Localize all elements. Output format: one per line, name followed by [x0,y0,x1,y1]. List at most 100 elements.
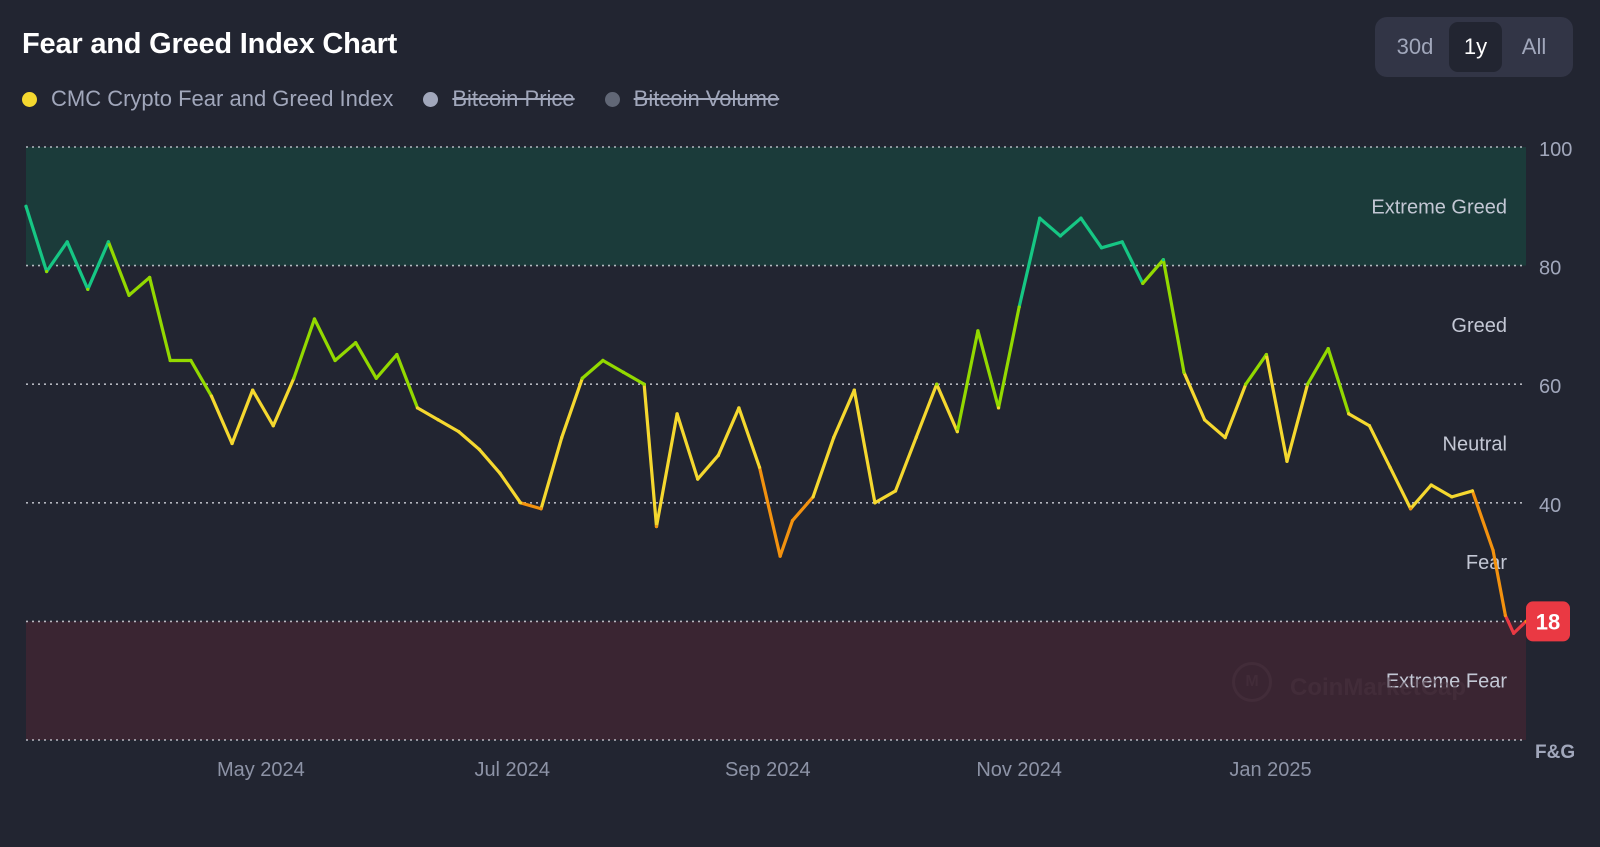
zone-label-greed: Greed [1451,315,1507,337]
series-segment [1223,382,1248,440]
series-segment [1503,613,1516,635]
zone-label-extreme-fear: Extreme Fear [1386,671,1507,693]
coinmarketcap-logo-icon: M [1232,662,1272,702]
y-tick-label-100: 100 [1539,139,1572,161]
series-segment [873,489,898,505]
series-segment [696,453,720,481]
data-point [1038,216,1042,220]
series-segment [24,204,49,274]
series-segment [292,317,317,380]
legend-label-fear-greed: CMC Crypto Fear and Greed Index [51,86,394,111]
series-segment [914,382,939,440]
data-point [1120,240,1124,244]
series-segment [539,435,564,511]
data-point [436,418,440,422]
range-button-all[interactable]: All [1521,34,1547,59]
data-point [790,518,795,523]
series-segment [1409,483,1433,511]
data-point [333,358,337,363]
data-point [106,240,111,244]
series-segment [1429,483,1454,499]
legend-item-bitcoin-volume[interactable]: Bitcoin Volume [604,86,779,112]
watermark-text: CoinMarketCap [1290,674,1466,701]
data-point [1470,489,1475,493]
data-point [1347,412,1351,416]
data-point [955,430,959,434]
series-segment [642,382,659,529]
x-tick-label: May 2024 [217,759,305,781]
series-segment [737,406,762,469]
data-point [716,453,720,457]
series-segment [675,412,700,481]
y-tick-label-40: 40 [1539,495,1561,517]
range-button-1y[interactable]: 1y [1449,22,1502,72]
series-segment [45,240,69,274]
series-segment [1367,424,1392,469]
series-segment [457,430,481,452]
legend-item-fear-greed[interactable]: CMC Crypto Fear and Greed Index [22,86,393,112]
data-point [1285,459,1289,463]
series-segment [1326,347,1351,416]
zone-label-fear: Fear [1466,552,1507,574]
data-point [654,524,659,529]
series-segment [996,305,1021,410]
series-segment [189,358,214,398]
data-point [811,495,815,499]
series-segment [312,317,337,363]
data-point [271,424,275,428]
series-segment [1285,382,1310,463]
legend-dot-bitcoin-volume [604,91,620,107]
series-segment [1512,619,1528,635]
data-point [148,275,152,280]
series-segment [1182,370,1207,422]
x-tick-label: Jan 2025 [1229,759,1311,781]
data-point [45,269,49,274]
series-segment [778,518,795,558]
data-point [312,317,317,321]
series-segment [1017,216,1042,309]
data-point [996,406,1001,410]
series-segment [65,240,90,291]
series-segment [1099,240,1124,250]
data-point [251,388,255,392]
data-point [642,382,646,386]
series-segment [976,329,1001,410]
data-point [1326,347,1330,351]
series-segment [1202,418,1227,440]
x-tick-label: Sep 2024 [725,759,811,781]
data-point [1409,507,1413,511]
data-point [696,477,700,481]
series-segment [251,388,275,428]
series-segment [477,447,502,475]
series-segment [1470,489,1495,552]
data-point [86,287,90,291]
data-point [873,501,877,505]
data-point [189,358,193,363]
data-point [1429,483,1433,487]
data-point [737,406,741,410]
data-point [1503,613,1507,618]
time-range-switch: 30d 1y All [1375,17,1573,77]
series-segment [1120,240,1145,285]
data-point [230,441,234,446]
data-point [601,358,605,363]
legend-item-bitcoin-price[interactable]: Bitcoin Price [423,86,575,112]
series-segment [893,435,918,493]
data-point [1305,382,1310,386]
series-segment [436,418,461,434]
range-button-30d[interactable]: 30d [1396,34,1434,59]
y-axis-label: F&G [1535,742,1575,763]
series-segment [790,495,815,523]
legend-label-bitcoin-price: Bitcoin Price [452,86,575,111]
data-point [1058,234,1062,238]
current-value-label: 18 [1536,609,1560,634]
series-segment [106,240,131,297]
series-segment [716,406,741,457]
series-segment [395,352,420,410]
series-segment [230,388,255,446]
series-segment [415,406,440,422]
series-segment [1347,412,1372,428]
data-point [1017,305,1021,309]
x-tick-label: Nov 2024 [976,759,1062,781]
series-segment [601,358,626,374]
